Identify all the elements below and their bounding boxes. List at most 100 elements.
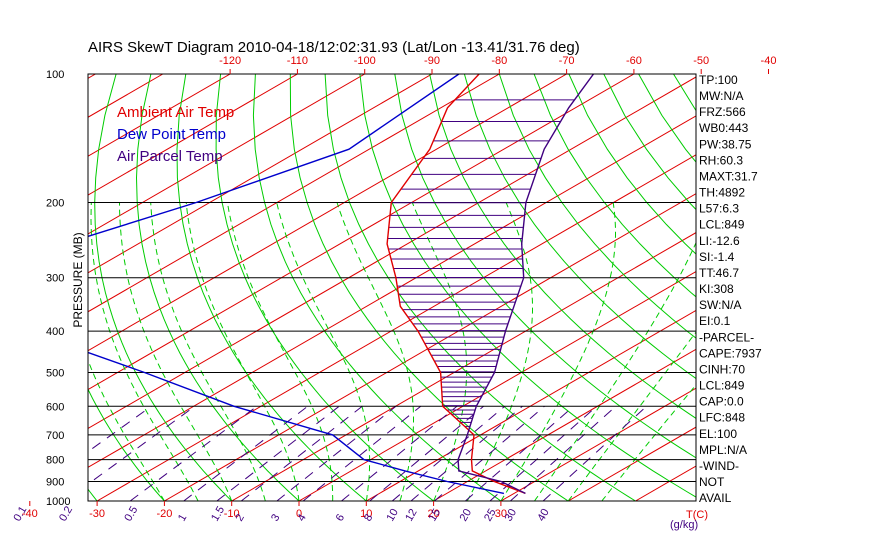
sounding-index: -PARCEL- [699, 330, 754, 344]
moist-adiabat-line [411, 202, 468, 501]
pressure-tick-label: 100 [46, 69, 64, 81]
mixing-ratio-tick-label: 3 [269, 512, 282, 523]
mixing-ratio-tick-label: 6 [334, 512, 347, 523]
sounding-index: MPL:N/A [699, 443, 747, 457]
sounding-index: -WIND- [699, 459, 739, 473]
mixing-ratio-tick-label: 12 [403, 507, 420, 524]
isotherm-line [88, 74, 635, 391]
top-temp-tick-label: -50 [693, 55, 709, 67]
plot-frame [87, 73, 697, 502]
mixing-ratio-line [542, 405, 647, 501]
sounding-index: CINH:70 [699, 362, 745, 376]
moist-adiabat-line [226, 202, 334, 501]
top-temp-tick-label: -90 [424, 55, 440, 67]
moist-adiabat-line [150, 202, 266, 501]
bottom-temp-tick-label: 10 [360, 508, 372, 520]
moist-adiabat-line [88, 358, 165, 501]
mixing-ratio-tick-label: 0.5 [122, 504, 140, 523]
isotherm-line [88, 115, 696, 468]
sounding-index: MAXT:31.7 [699, 169, 758, 183]
legend-entry: Ambient Air Temp [117, 104, 234, 121]
dry-adiabat-line [743, 74, 870, 501]
mixing-ratio-tick-label: 1 [176, 512, 189, 523]
sounding-index: EL:100 [699, 427, 737, 441]
moist-adiabat-line [119, 202, 233, 501]
isotherm-line [164, 193, 696, 501]
mixing-ratio-tick-label: 2 [233, 512, 246, 523]
top-temp-tick-label: -60 [626, 55, 642, 67]
isotherm-line [88, 74, 567, 352]
dry-adiabat-line [394, 74, 696, 459]
isotherm-line [88, 74, 365, 235]
mixing-ratio-line [391, 405, 506, 501]
dry-adiabat-line [498, 74, 696, 339]
top-temp-tick-label: -80 [491, 55, 507, 67]
isotherm-line [433, 348, 696, 501]
isotherm-line [88, 74, 298, 196]
moist-adiabat-line [500, 202, 616, 501]
mixing-ratio-line [434, 405, 545, 501]
top-temp-tick-label: -110 [287, 55, 308, 67]
sounding-index: LCL:849 [699, 218, 745, 232]
sounding-index: CAPE:7937 [699, 346, 762, 360]
mixing-ratio-line [216, 405, 340, 501]
sounding-index: CAP:0.0 [699, 395, 744, 409]
mixing-ratio-line [410, 405, 523, 501]
bottom-temp-tick-label: -10 [224, 508, 240, 520]
dry-adiabat-line [778, 74, 870, 501]
dry-adiabat-line [135, 74, 300, 501]
mixing-ratio-tick-label: 40 [535, 507, 552, 524]
mixing-ratio-tick-label: 25 [482, 507, 499, 524]
isotherm-line [88, 76, 696, 430]
dry-adiabat-line [94, 74, 233, 501]
sounding-index: PW:38.75 [699, 137, 752, 151]
dry-adiabat-line [848, 74, 870, 501]
isotherm-line [500, 387, 696, 501]
moist-adiabat-line [336, 202, 414, 501]
dry-adiabat-line [0, 74, 30, 501]
dry-adiabat-line [215, 74, 434, 501]
mixing-ratio-tick-label: 8 [362, 512, 375, 523]
sounding-index: LCL:849 [699, 379, 745, 393]
sounding-index: NOT [699, 475, 725, 489]
sounding-index: MW:N/A [699, 89, 743, 103]
moist-adiabat-line [567, 331, 696, 501]
mixing-ratio-line [510, 405, 617, 501]
dry-adiabat-line [533, 74, 696, 298]
pressure-tick-label: 600 [46, 401, 64, 413]
mixing-ratio-line [276, 405, 397, 501]
chart-title: AIRS SkewT Diagram 2010-04-18/12:02:31.9… [88, 39, 580, 56]
mixing-ratio-tick-label: 4 [295, 512, 308, 523]
sounding-index: TH:4892 [699, 186, 745, 200]
mixing-ratio-line [465, 405, 574, 501]
series-line-dew-point-temp [88, 74, 505, 495]
isotherm-line [298, 270, 696, 501]
dry-adiabat-line [176, 74, 367, 501]
mixing-ratio-tick-label: 10 [384, 507, 401, 524]
top-temp-tick-label: -70 [559, 55, 575, 67]
sounding-index: FRZ:566 [699, 105, 746, 119]
isotherm-line [635, 465, 696, 501]
mixing-ratio-line [302, 405, 422, 501]
pressure-tick-label: 500 [46, 367, 64, 379]
isotherm-line [88, 74, 231, 157]
bottom-temp-tick-label: -40 [22, 508, 38, 520]
bottom-temp-tick-label: 30 [495, 508, 507, 520]
x-axis-label-temp: T(C) [686, 509, 708, 521]
isotherm-line [88, 74, 500, 313]
top-temp-tick-label: -120 [219, 55, 241, 67]
sounding-index: KI:308 [699, 282, 734, 296]
isotherm-line [231, 232, 696, 501]
mixing-ratio-line [369, 405, 484, 501]
pressure-tick-label: 200 [46, 198, 64, 210]
mixing-ratio-line [88, 405, 152, 453]
bottom-temp-tick-label: -20 [156, 508, 172, 520]
mixing-ratio-line [88, 405, 196, 485]
y-axis-label: PRESSURE (MB) [71, 232, 85, 327]
pressure-tick-label: 800 [46, 455, 64, 467]
legend-entry: Dew Point Temp [117, 126, 226, 143]
sounding-index: RH:60.3 [699, 153, 743, 167]
sounding-index: LI:-12.6 [699, 234, 740, 248]
top-temp-tick-label: -40 [761, 55, 777, 67]
